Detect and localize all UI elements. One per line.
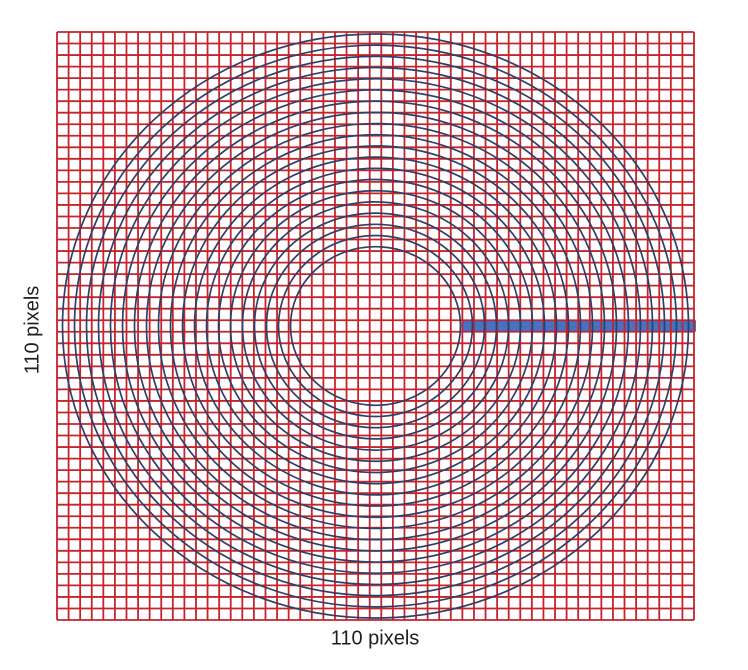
- concentric-ring: [241, 201, 510, 451]
- x-axis-label: 110 pixels: [330, 627, 420, 650]
- concentric-ring: [121, 89, 630, 563]
- concentric-ring: [97, 66, 654, 586]
- concentric-ring: [145, 111, 606, 541]
- concentric-ring: [217, 178, 534, 474]
- concentric-ring: [109, 77, 642, 575]
- concentric-ring: [181, 145, 570, 507]
- concentric-ring: [253, 212, 498, 440]
- concentric-ring: [205, 167, 546, 485]
- concentric-ring: [133, 100, 618, 552]
- concentric-ring: [85, 55, 666, 597]
- concentric-ring: [265, 223, 486, 429]
- concentric-ring: [73, 44, 678, 608]
- y-axis-label: 110 pixels: [21, 285, 44, 375]
- concentric-ring: [277, 234, 474, 418]
- concentric-ring: [289, 245, 462, 407]
- concentric-ring: [61, 33, 690, 619]
- concentric-ring: [169, 133, 582, 519]
- concentric-ring: [229, 189, 522, 463]
- concentric-ring: [157, 122, 594, 530]
- concentric-ring: [193, 156, 558, 496]
